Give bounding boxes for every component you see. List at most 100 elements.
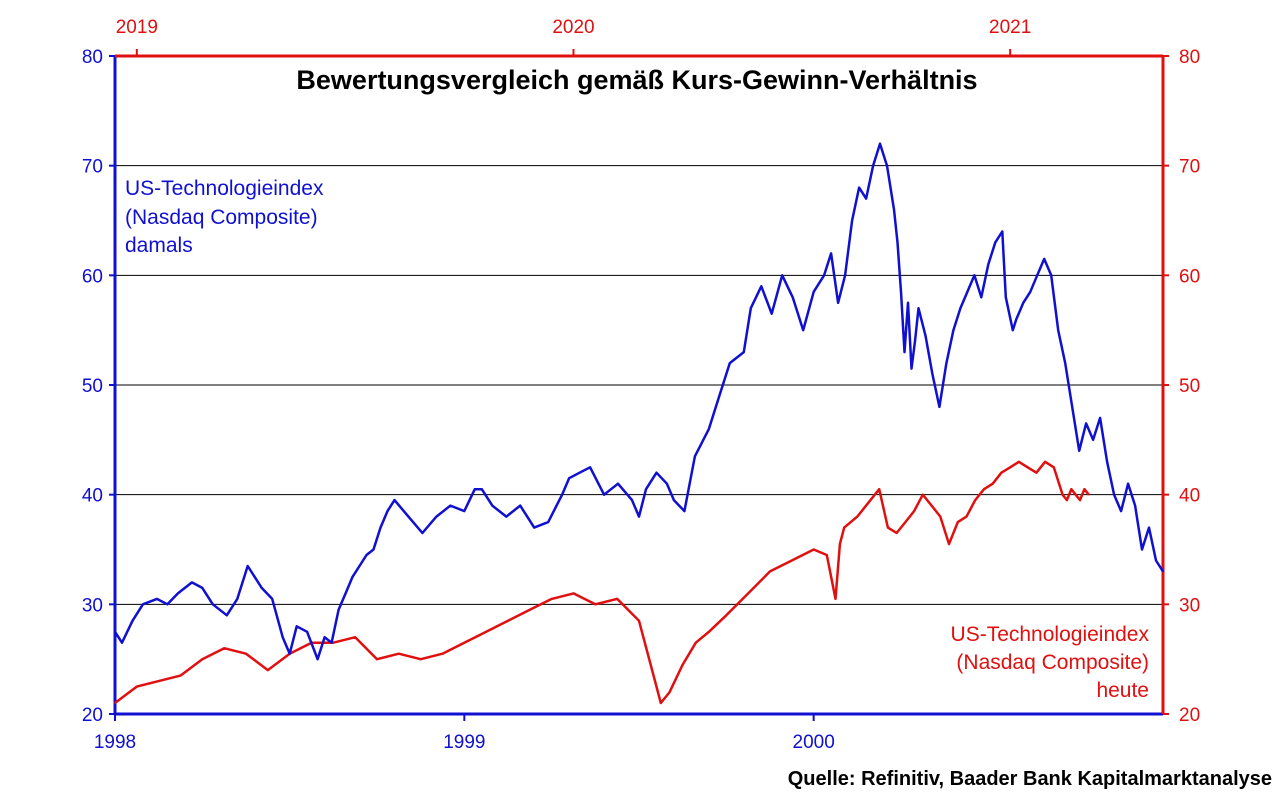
point-blue-93 bbox=[973, 274, 976, 277]
point-blue-101 bbox=[1022, 302, 1025, 304]
point-red-2 bbox=[157, 680, 160, 682]
point-blue-113 bbox=[1106, 461, 1108, 463]
point-blue-74 bbox=[865, 197, 867, 200]
xtick-top-2020: 2020 bbox=[552, 17, 594, 38]
ytick-right-20: 20 bbox=[1179, 705, 1200, 726]
point-blue-87 bbox=[931, 373, 934, 375]
point-blue-71 bbox=[844, 274, 846, 277]
point-red-11 bbox=[354, 636, 357, 638]
point-blue-8 bbox=[201, 587, 204, 589]
point-red-54 bbox=[991, 482, 994, 485]
point-blue-49 bbox=[631, 499, 633, 501]
point-blue-57 bbox=[708, 428, 710, 430]
point-blue-65 bbox=[791, 296, 794, 299]
point-blue-90 bbox=[952, 329, 955, 332]
ytick-right-40: 40 bbox=[1179, 486, 1200, 507]
point-red-6 bbox=[245, 652, 247, 655]
point-blue-36 bbox=[474, 488, 476, 491]
point-red-55 bbox=[1000, 471, 1003, 474]
series-label-blue-line2: (Nasdaq Composite) bbox=[125, 206, 318, 229]
series-label-red-line1: US-Technologieindex bbox=[951, 623, 1150, 646]
source-note: Quelle: Refinitiv, Baader Bank Kapitalma… bbox=[788, 768, 1272, 790]
point-blue-80 bbox=[900, 291, 902, 293]
xtick-top-2021: 2021 bbox=[989, 17, 1031, 38]
point-blue-25 bbox=[358, 565, 361, 567]
point-red-31 bbox=[725, 614, 728, 617]
point-blue-85 bbox=[917, 307, 920, 310]
point-red-58 bbox=[1026, 466, 1029, 469]
point-blue-22 bbox=[337, 609, 340, 611]
point-blue-100 bbox=[1015, 318, 1018, 321]
point-red-56 bbox=[1009, 466, 1011, 469]
ytick-left-20: 20 bbox=[82, 705, 103, 726]
point-blue-99 bbox=[1012, 329, 1014, 332]
point-blue-88 bbox=[938, 406, 941, 408]
point-blue-61 bbox=[750, 307, 752, 310]
ytick-left-80: 80 bbox=[82, 47, 103, 68]
point-blue-42 bbox=[547, 521, 549, 523]
point-blue-31 bbox=[407, 515, 410, 518]
point-red-43 bbox=[895, 532, 898, 534]
point-blue-96 bbox=[994, 241, 997, 244]
point-blue-20 bbox=[323, 636, 326, 638]
point-blue-30 bbox=[393, 499, 396, 501]
point-blue-118 bbox=[1141, 548, 1143, 551]
point-red-34 bbox=[791, 559, 793, 562]
point-red-46 bbox=[922, 493, 924, 496]
point-blue-84 bbox=[914, 340, 916, 342]
point-red-62 bbox=[1061, 493, 1064, 496]
point-red-37 bbox=[834, 598, 837, 600]
point-blue-39 bbox=[505, 515, 508, 518]
point-blue-120 bbox=[1155, 559, 1157, 562]
point-blue-109 bbox=[1078, 450, 1080, 452]
point-blue-66 bbox=[802, 329, 804, 332]
point-blue-95 bbox=[987, 263, 990, 266]
point-red-49 bbox=[948, 543, 950, 545]
point-red-66 bbox=[1079, 499, 1081, 501]
chart-title: Bewertungsvergleich gemäß Kurs-Gewinn-Ve… bbox=[296, 65, 977, 95]
point-red-12 bbox=[376, 658, 378, 660]
point-blue-17 bbox=[295, 625, 298, 628]
point-blue-24 bbox=[351, 576, 354, 578]
point-red-47 bbox=[930, 504, 933, 507]
xtick-top-2019: 2019 bbox=[116, 17, 158, 38]
point-red-13 bbox=[398, 652, 400, 655]
point-red-23 bbox=[616, 598, 618, 600]
point-blue-55 bbox=[683, 510, 686, 512]
point-blue-106 bbox=[1057, 329, 1059, 332]
point-blue-69 bbox=[830, 252, 832, 255]
point-blue-112 bbox=[1099, 417, 1101, 419]
point-blue-13 bbox=[260, 587, 263, 589]
point-blue-82 bbox=[907, 302, 909, 304]
point-blue-26 bbox=[365, 554, 368, 556]
point-red-5 bbox=[223, 647, 225, 649]
point-red-28 bbox=[681, 663, 684, 666]
point-blue-86 bbox=[924, 334, 927, 337]
point-red-1 bbox=[136, 685, 138, 688]
point-blue-32 bbox=[421, 532, 424, 534]
point-blue-3 bbox=[142, 603, 144, 606]
ytick-left-70: 70 bbox=[82, 157, 103, 178]
point-red-4 bbox=[201, 658, 204, 660]
ytick-right-60: 60 bbox=[1179, 266, 1200, 287]
point-red-29 bbox=[695, 641, 697, 644]
point-blue-60 bbox=[743, 351, 745, 353]
point-blue-107 bbox=[1064, 362, 1066, 364]
point-blue-77 bbox=[886, 164, 888, 167]
point-blue-29 bbox=[386, 510, 389, 512]
point-blue-37 bbox=[481, 488, 483, 491]
point-blue-92 bbox=[966, 291, 969, 293]
point-red-21 bbox=[572, 592, 575, 595]
series-label-red-line3: heute bbox=[1096, 679, 1149, 702]
point-blue-62 bbox=[760, 285, 763, 288]
point-blue-108 bbox=[1071, 406, 1073, 408]
point-blue-0 bbox=[114, 631, 116, 633]
point-red-45 bbox=[913, 510, 915, 512]
point-red-63 bbox=[1066, 499, 1068, 501]
point-blue-98 bbox=[1005, 296, 1007, 299]
point-blue-28 bbox=[379, 526, 382, 529]
point-red-18 bbox=[507, 620, 509, 622]
point-red-32 bbox=[747, 592, 749, 595]
point-red-50 bbox=[957, 521, 959, 523]
series-blue-group bbox=[113, 142, 1165, 661]
